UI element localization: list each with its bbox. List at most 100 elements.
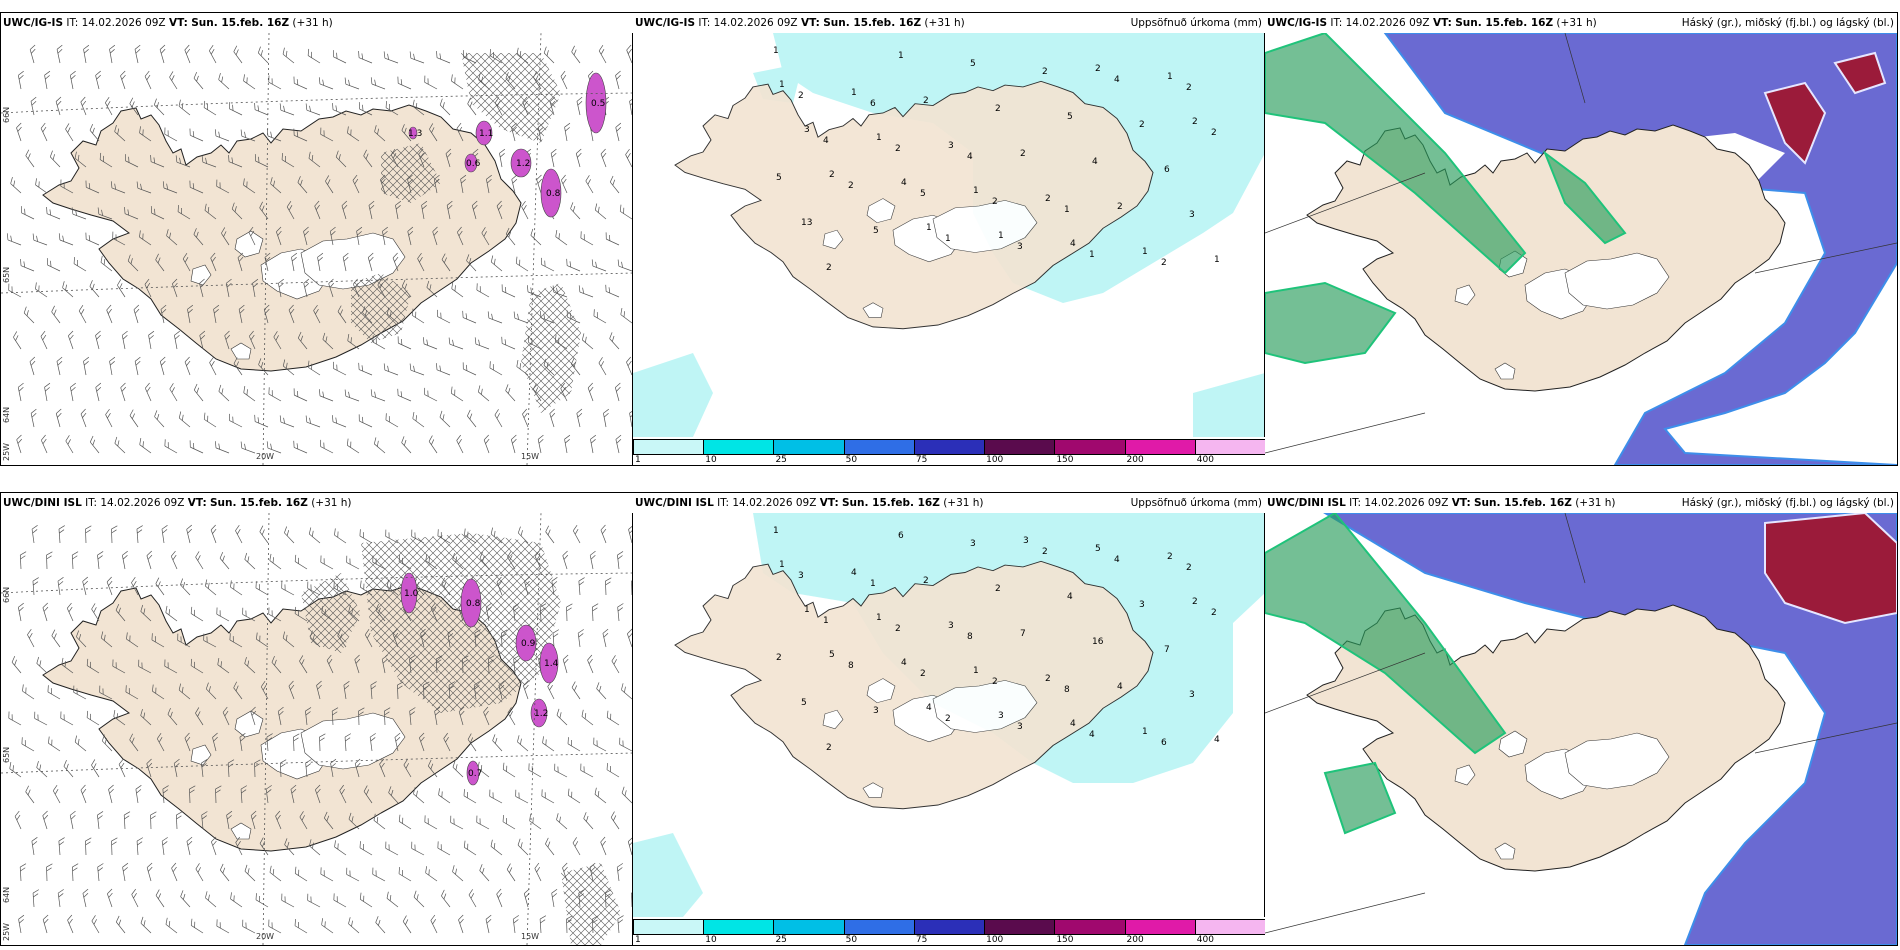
- precip-value: 4: [1214, 735, 1220, 745]
- heavy-cloud-area: [1764, 513, 1897, 625]
- wind-map-1: 0.5 1.2 0.8 1.1 0.6 1.3 66N 65N 64N 25W 20W 15W: [1, 33, 633, 465]
- colorbar-swatch: [773, 919, 845, 935]
- high-cloud-area: [1265, 33, 1627, 365]
- precip-value: 2: [1211, 128, 1217, 138]
- precip-value: 13: [801, 218, 812, 228]
- colorbar-tick: 75: [915, 455, 928, 465]
- cloud-map-2: [1265, 513, 1897, 945]
- lead-time: (+31 h): [1556, 17, 1597, 29]
- colorbar-swatch: [1124, 919, 1196, 935]
- precip-value: 2: [1161, 258, 1167, 268]
- colorbar-swatch: [843, 439, 915, 455]
- snow-hatch-area: [351, 53, 581, 413]
- cloud-title: Háský (gr.), miðský (fj.bl.) og lágský (…: [1681, 497, 1894, 509]
- precip-value: 2: [826, 743, 832, 753]
- precip-value: 1: [998, 231, 1004, 241]
- colorbar-swatch: [703, 919, 775, 935]
- precip-value: 1: [1167, 72, 1173, 82]
- model-name: UWC/DINI ISL: [1267, 497, 1346, 509]
- colorbar-tick: 25: [775, 935, 787, 945]
- precip-value: 8: [967, 632, 973, 642]
- colorbar-tick: 400: [1196, 935, 1214, 945]
- lead-time: (+31 h): [311, 497, 352, 509]
- precip-value: 2: [895, 144, 901, 154]
- precip-value: 5: [829, 650, 835, 660]
- precip-value: 2: [992, 197, 998, 207]
- precip-value: 3: [804, 125, 810, 135]
- model-name: UWC/DINI ISL: [635, 497, 714, 509]
- colorbar-tick: 25: [775, 455, 787, 465]
- lat-label: 66N: [2, 587, 11, 603]
- colorbar-1: 1 10 25 50 75 100 150 200 400: [633, 437, 1265, 465]
- precip-value: 1: [876, 613, 882, 623]
- iceland-landmass: [674, 80, 1154, 330]
- precip-value: 6: [870, 99, 876, 109]
- precip-value: 2: [995, 104, 1001, 114]
- wind-value: 1.1: [479, 129, 493, 139]
- precip-value: 6: [1161, 738, 1167, 748]
- precip-value: 1: [876, 133, 882, 143]
- lon-label: 15W: [521, 452, 539, 461]
- lat-label: 66N: [2, 107, 11, 123]
- precip-value: 5: [1067, 112, 1073, 122]
- colorbar-swatch: [633, 439, 705, 455]
- model-name: UWC/DINI ISL: [3, 497, 82, 509]
- graticule: 66N 65N 64N 25W 20W 15W: [1, 513, 633, 945]
- wind-value: 0.9: [521, 639, 536, 649]
- projection-lines: [1265, 33, 1897, 454]
- precip-value: 1: [1142, 247, 1148, 257]
- precip-value: 1: [773, 46, 779, 56]
- heavy-precip-areas: 0.5 1.2 0.8 1.1 0.6 1.3: [408, 72, 607, 218]
- colorbar-tick: 100: [986, 455, 1004, 465]
- lead-time: (+31 h): [1575, 497, 1616, 509]
- precip-value: 3: [1189, 210, 1195, 220]
- precip-title: Uppsöfnuð úrkoma (mm): [1130, 497, 1262, 509]
- precip-value: 3: [1023, 536, 1029, 546]
- cloud-title: Háský (gr.), miðský (fj.bl.) og lágský (…: [1681, 17, 1894, 29]
- lon-label: 20W: [256, 452, 274, 461]
- precip-value: 3: [1189, 690, 1195, 700]
- cloud-panel-2: UWC/DINI ISL IT: 14.02.2026 09Z VT: Sun.…: [1264, 492, 1898, 946]
- precip-value: 4: [901, 178, 907, 188]
- precip-value: 4: [1092, 157, 1098, 167]
- precip-value: 8: [848, 661, 854, 671]
- precip-value: 2: [1045, 674, 1051, 684]
- precip-title: Uppsöfnuð úrkoma (mm): [1130, 17, 1262, 29]
- valid-time: Sun. 15.feb. 16Z: [1455, 17, 1554, 29]
- colorbar-swatch: [1054, 919, 1126, 935]
- precip-value: 5: [801, 698, 807, 708]
- precip-value: 2: [923, 576, 929, 586]
- model-name: UWC/IG-IS: [635, 17, 696, 29]
- precip-value: 2: [848, 181, 854, 191]
- precip-value: 2: [1117, 202, 1123, 212]
- wind-map-2: 0.8 1.0 0.9 1.4 0.7 1.2 66N 65N 64N 25W 20W 15W: [1, 513, 633, 945]
- precip-value: 1: [1142, 727, 1148, 737]
- precip-value: 7: [1164, 645, 1170, 655]
- precip-value: 1: [773, 526, 779, 536]
- model-name: UWC/IG-IS: [1267, 17, 1328, 29]
- valid-time: Sun. 15.feb. 16Z: [191, 17, 290, 29]
- precip-value: 2: [1095, 64, 1101, 74]
- precip-header-2: UWC/DINI ISL IT: 14.02.2026 09Z VT: Sun.…: [633, 493, 1265, 513]
- precip-value: 2: [1167, 552, 1173, 562]
- precip-header-1: UWC/IG-IS IT: 14.02.2026 09Z VT: Sun. 15…: [633, 13, 1265, 33]
- wind-panel-1: UWC/IG-IS IT: 14.02.2026 09Z VT: Sun. 15…: [0, 12, 634, 466]
- precip-value: 3: [1017, 722, 1023, 732]
- precip-value: 16: [1092, 637, 1104, 647]
- precip-value: 1: [1089, 250, 1095, 260]
- precip-value: 2: [945, 714, 951, 724]
- precip-value: 4: [967, 152, 973, 162]
- colorbar-tick: 50: [845, 935, 858, 945]
- precip-value: 2: [776, 653, 782, 663]
- colorbar-tick: 200: [1126, 935, 1144, 945]
- precip-value: 2: [1045, 194, 1051, 204]
- precip-value: 2: [995, 584, 1001, 594]
- wind-header-2: UWC/DINI ISL IT: 14.02.2026 09Z VT: Sun.…: [1, 493, 633, 513]
- precip-value: 2: [992, 677, 998, 687]
- colorbar-swatch: [1194, 919, 1265, 935]
- wind-barbs: [8, 524, 633, 934]
- model-name: UWC/IG-IS: [3, 17, 64, 29]
- colorbar-swatch: [1124, 439, 1196, 455]
- precip-value: 2: [1042, 67, 1048, 77]
- precip-value: 2: [1042, 547, 1048, 557]
